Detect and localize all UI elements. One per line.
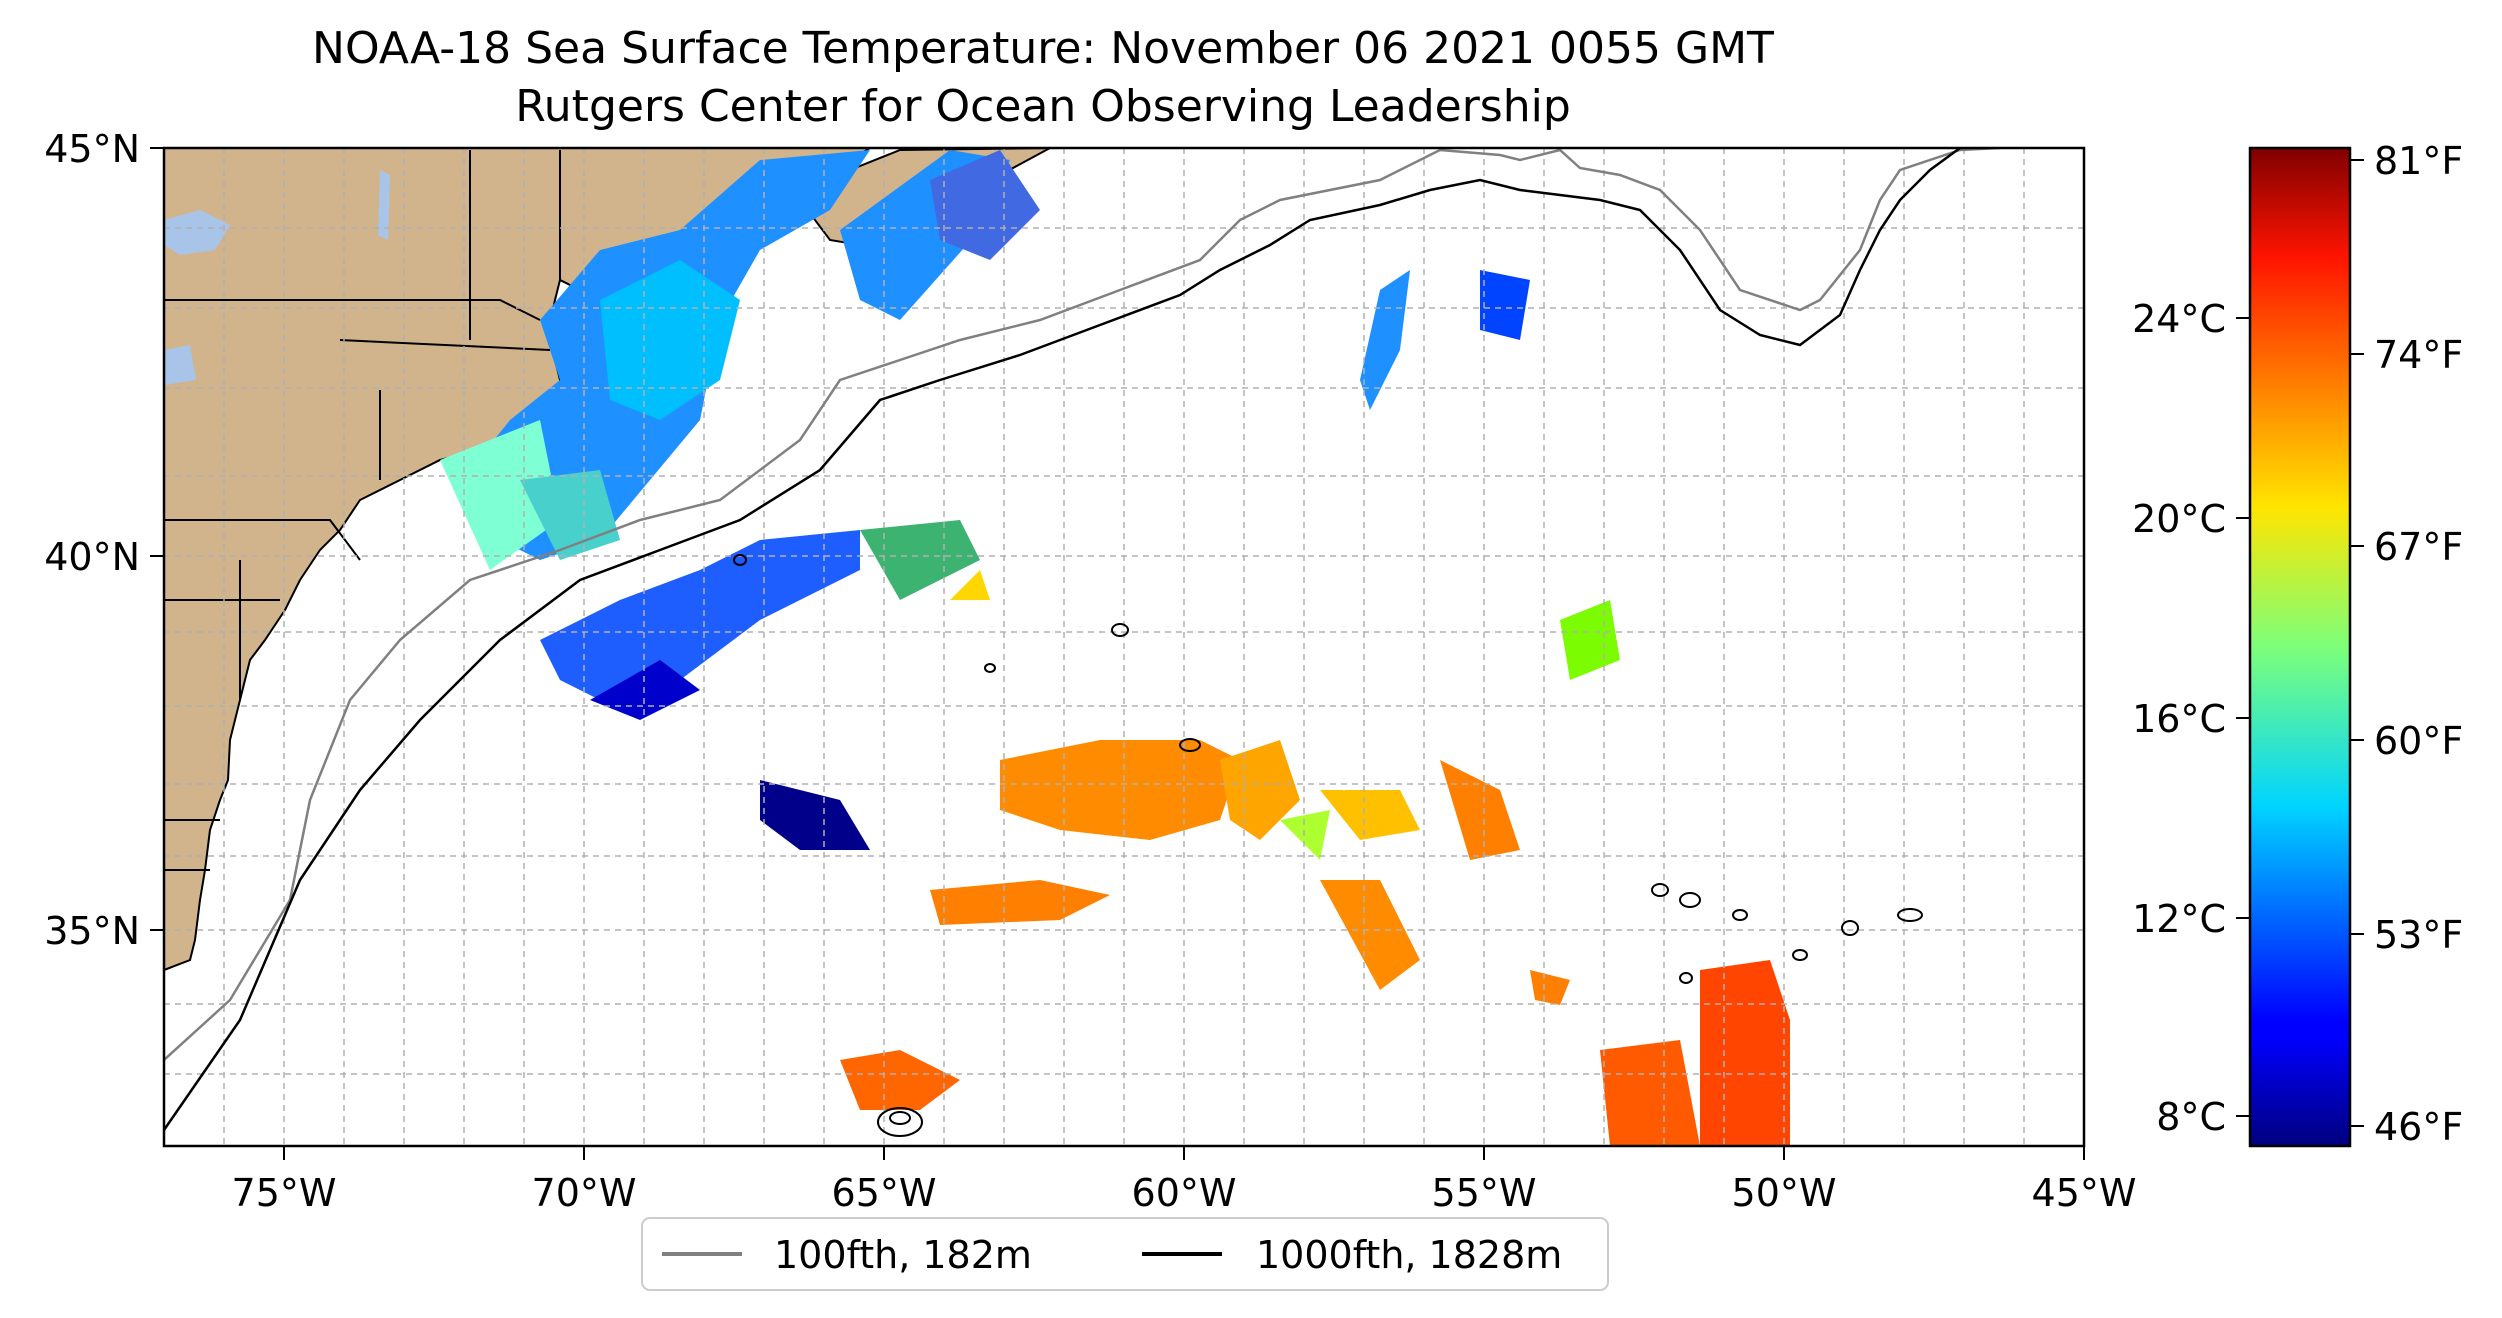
colorbar-fahrenheit-label: 74°F bbox=[2374, 333, 2463, 377]
colorbar-fahrenheit-label: 46°F bbox=[2374, 1105, 2463, 1149]
lake bbox=[378, 170, 390, 240]
isobath-1000fth bbox=[164, 148, 1961, 1131]
lon-tick-label: 60°W bbox=[1132, 1171, 1237, 1215]
lon-tick-label: 55°W bbox=[1432, 1171, 1537, 1215]
lake bbox=[164, 210, 230, 255]
colorbar-ticks bbox=[2236, 159, 2364, 1127]
lake bbox=[164, 345, 196, 385]
colorbar-celsius-label: 24°C bbox=[2132, 297, 2226, 341]
map-frame bbox=[162, 146, 2086, 1148]
sst-data bbox=[440, 150, 1790, 1146]
map-area bbox=[164, 148, 2084, 1146]
colorbar-fahrenheit-label: 81°F bbox=[2374, 139, 2463, 183]
colorbar-fahrenheit-label: 67°F bbox=[2374, 525, 2463, 569]
colorbar-fahrenheit-label: 60°F bbox=[2374, 719, 2463, 763]
isobath-100fth bbox=[164, 148, 2001, 1061]
lat-tick-label: 45°N bbox=[44, 127, 140, 171]
legend-label-1000fth: 1000fth, 1828m bbox=[1256, 1233, 1562, 1277]
graticule bbox=[164, 148, 2084, 1146]
lon-tick-label: 75°W bbox=[232, 1171, 337, 1215]
state-borders bbox=[164, 150, 561, 871]
map-title: NOAA-18 Sea Surface Temperature: Novembe… bbox=[312, 23, 1774, 74]
colorbar-celsius-label: 12°C bbox=[2132, 897, 2226, 941]
colorbar bbox=[2248, 146, 2352, 1148]
longitude-axis bbox=[283, 1146, 2085, 1160]
map-subtitle: Rutgers Center for Ocean Observing Leade… bbox=[515, 81, 1571, 132]
colorbar-celsius-label: 20°C bbox=[2132, 497, 2226, 541]
seamounts bbox=[733, 554, 1923, 1137]
colorbar-fahrenheit-label: 53°F bbox=[2374, 913, 2463, 957]
lat-tick-label: 40°N bbox=[44, 535, 140, 579]
legend: 100fth, 182m 1000fth, 1828m bbox=[641, 1217, 1609, 1291]
lon-tick-label: 70°W bbox=[532, 1171, 637, 1215]
lon-tick-label: 45°W bbox=[2032, 1171, 2137, 1215]
lon-tick-label: 65°W bbox=[832, 1171, 937, 1215]
legend-label-100fth: 100fth, 182m bbox=[774, 1233, 1032, 1277]
lat-tick-label: 35°N bbox=[44, 909, 140, 953]
latitude-axis bbox=[150, 147, 164, 931]
lon-tick-label: 50°W bbox=[1732, 1171, 1837, 1215]
colorbar-celsius-label: 8°C bbox=[2156, 1095, 2226, 1139]
colorbar-celsius-label: 16°C bbox=[2132, 697, 2226, 741]
